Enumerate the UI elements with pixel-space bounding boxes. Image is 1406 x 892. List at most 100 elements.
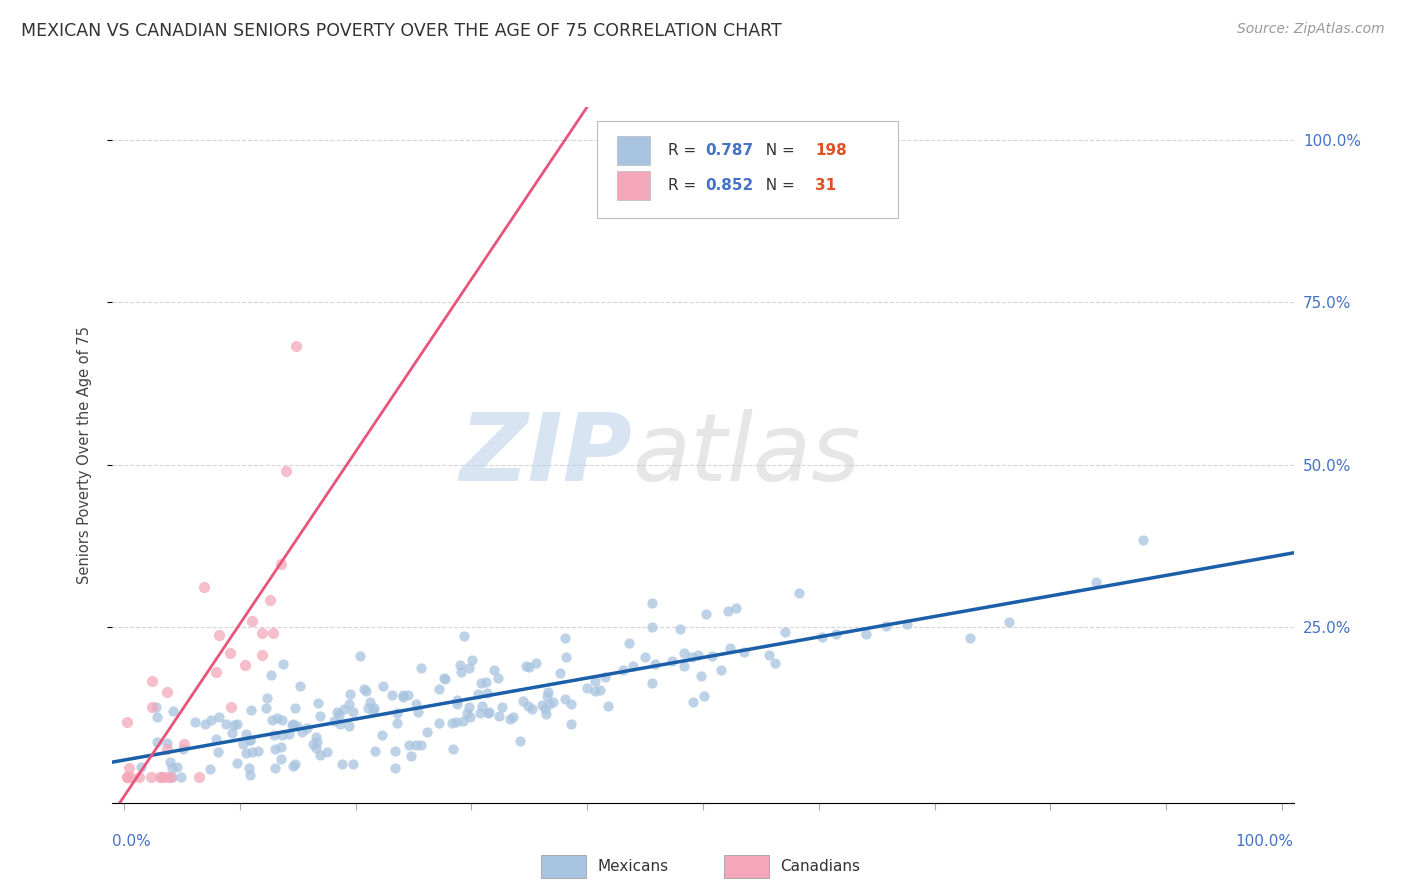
Point (270, 558, 292, 572)
Point (160, 761, 183, 775)
Point (215, 717, 238, 731)
Point (118, 761, 141, 775)
Point (515, 658, 537, 673)
Point (156, 742, 179, 756)
Point (427, 715, 450, 730)
Point (681, 650, 703, 665)
Point (470, 676, 492, 690)
Point (502, 710, 524, 724)
Point (554, 631, 576, 645)
Point (337, 697, 360, 711)
Point (453, 629, 475, 643)
Point (307, 734, 329, 748)
Point (357, 701, 380, 715)
Point (274, 464, 297, 478)
Point (156, 736, 179, 750)
Point (441, 741, 464, 756)
Point (259, 593, 281, 607)
Point (208, 709, 231, 723)
Point (512, 694, 534, 708)
Point (207, 745, 229, 759)
Point (475, 675, 498, 690)
Point (560, 697, 582, 711)
Point (188, 770, 211, 784)
Point (200, 762, 222, 776)
Point (997, 615, 1019, 629)
Point (733, 645, 755, 659)
Text: Source: ZipAtlas.com: Source: ZipAtlas.com (1237, 22, 1385, 37)
Point (288, 679, 311, 693)
Point (477, 706, 499, 720)
Point (449, 657, 471, 672)
Point (536, 689, 558, 703)
Point (471, 699, 494, 714)
Point (240, 745, 263, 759)
Point (271, 728, 294, 742)
Point (363, 700, 385, 714)
Point (305, 741, 328, 756)
Point (486, 671, 509, 685)
Point (717, 604, 740, 618)
Point (225, 756, 247, 771)
Point (634, 649, 657, 664)
Point (398, 738, 420, 752)
Point (640, 620, 662, 634)
Text: Canadians: Canadians (780, 859, 860, 873)
Point (239, 768, 262, 782)
Point (541, 695, 564, 709)
Point (468, 706, 491, 720)
Point (593, 670, 616, 684)
Point (825, 626, 848, 640)
Point (141, 673, 163, 688)
Point (583, 683, 606, 698)
Point (517, 659, 540, 673)
Point (129, 760, 152, 774)
Point (392, 688, 415, 702)
Point (173, 737, 195, 751)
Point (256, 690, 278, 705)
Point (641, 596, 664, 610)
Point (239, 732, 262, 747)
Point (219, 699, 242, 714)
Point (205, 665, 228, 679)
Point (150, 770, 173, 784)
Point (695, 607, 717, 621)
Point (149, 770, 172, 784)
Point (262, 625, 284, 640)
Point (896, 617, 918, 632)
Point (118, 770, 141, 784)
Point (387, 706, 409, 720)
Point (200, 713, 222, 727)
Point (534, 701, 557, 715)
Point (270, 739, 292, 754)
Point (458, 661, 481, 675)
Point (524, 656, 547, 670)
Point (240, 614, 263, 628)
Point (325, 705, 347, 719)
Point (309, 747, 332, 762)
Point (250, 626, 273, 640)
Point (172, 742, 194, 756)
Point (384, 743, 406, 757)
Bar (617, 136, 650, 166)
Point (371, 679, 394, 693)
Point (718, 641, 741, 656)
Point (588, 683, 610, 698)
Point (548, 666, 571, 681)
Point (411, 739, 433, 753)
Point (166, 760, 188, 774)
Point (254, 701, 277, 715)
Point (405, 738, 427, 752)
Point (117, 770, 139, 784)
Point (307, 696, 329, 710)
Point (250, 648, 273, 662)
Point (152, 770, 174, 784)
Point (787, 585, 810, 599)
Point (222, 718, 245, 732)
Point (371, 728, 394, 742)
Point (145, 710, 167, 724)
Point (688, 648, 710, 662)
Point (516, 698, 538, 713)
Point (235, 746, 257, 760)
Text: 31: 31 (815, 178, 837, 194)
